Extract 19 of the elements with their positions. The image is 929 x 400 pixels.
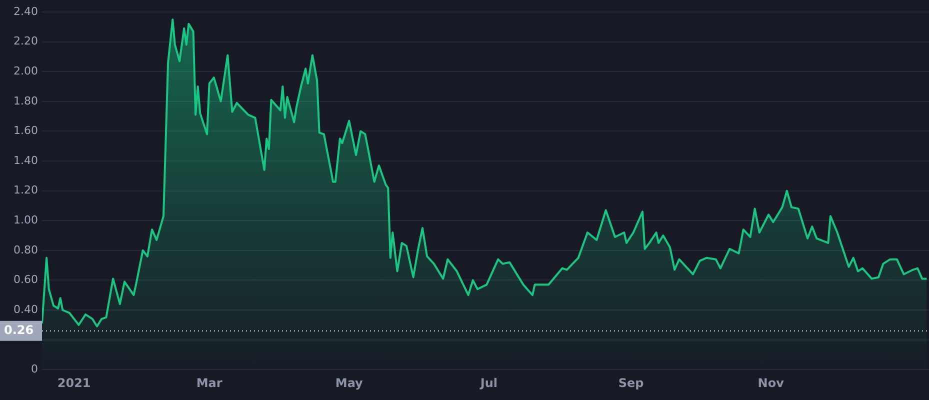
y-tick-label: 0.40 — [14, 302, 38, 316]
y-tick-label: 2.00 — [14, 64, 38, 78]
ref-line-label: 0.26 — [4, 322, 34, 337]
x-tick-label: May — [335, 376, 364, 390]
y-tick-label: 2.40 — [14, 4, 38, 18]
x-tick-label: 2021 — [57, 376, 91, 390]
y-tick-label: 1.00 — [14, 213, 38, 226]
x-tick-label: Nov — [758, 376, 784, 390]
y-tick-label: 1.40 — [14, 154, 38, 167]
y-tick-label: 0 — [31, 362, 38, 376]
y-tick-label: 0.60 — [14, 273, 38, 286]
x-tick-label: Jul — [479, 376, 498, 390]
x-tick-label: Mar — [196, 376, 222, 390]
y-tick-label: 1.80 — [14, 94, 38, 108]
y-tick-label: 1.20 — [14, 184, 38, 197]
x-tick-label: Sep — [618, 376, 644, 390]
y-tick-label: 2.20 — [14, 34, 38, 48]
y-tick-label: 1.60 — [14, 124, 38, 138]
y-tick-label: 0.80 — [14, 243, 38, 256]
